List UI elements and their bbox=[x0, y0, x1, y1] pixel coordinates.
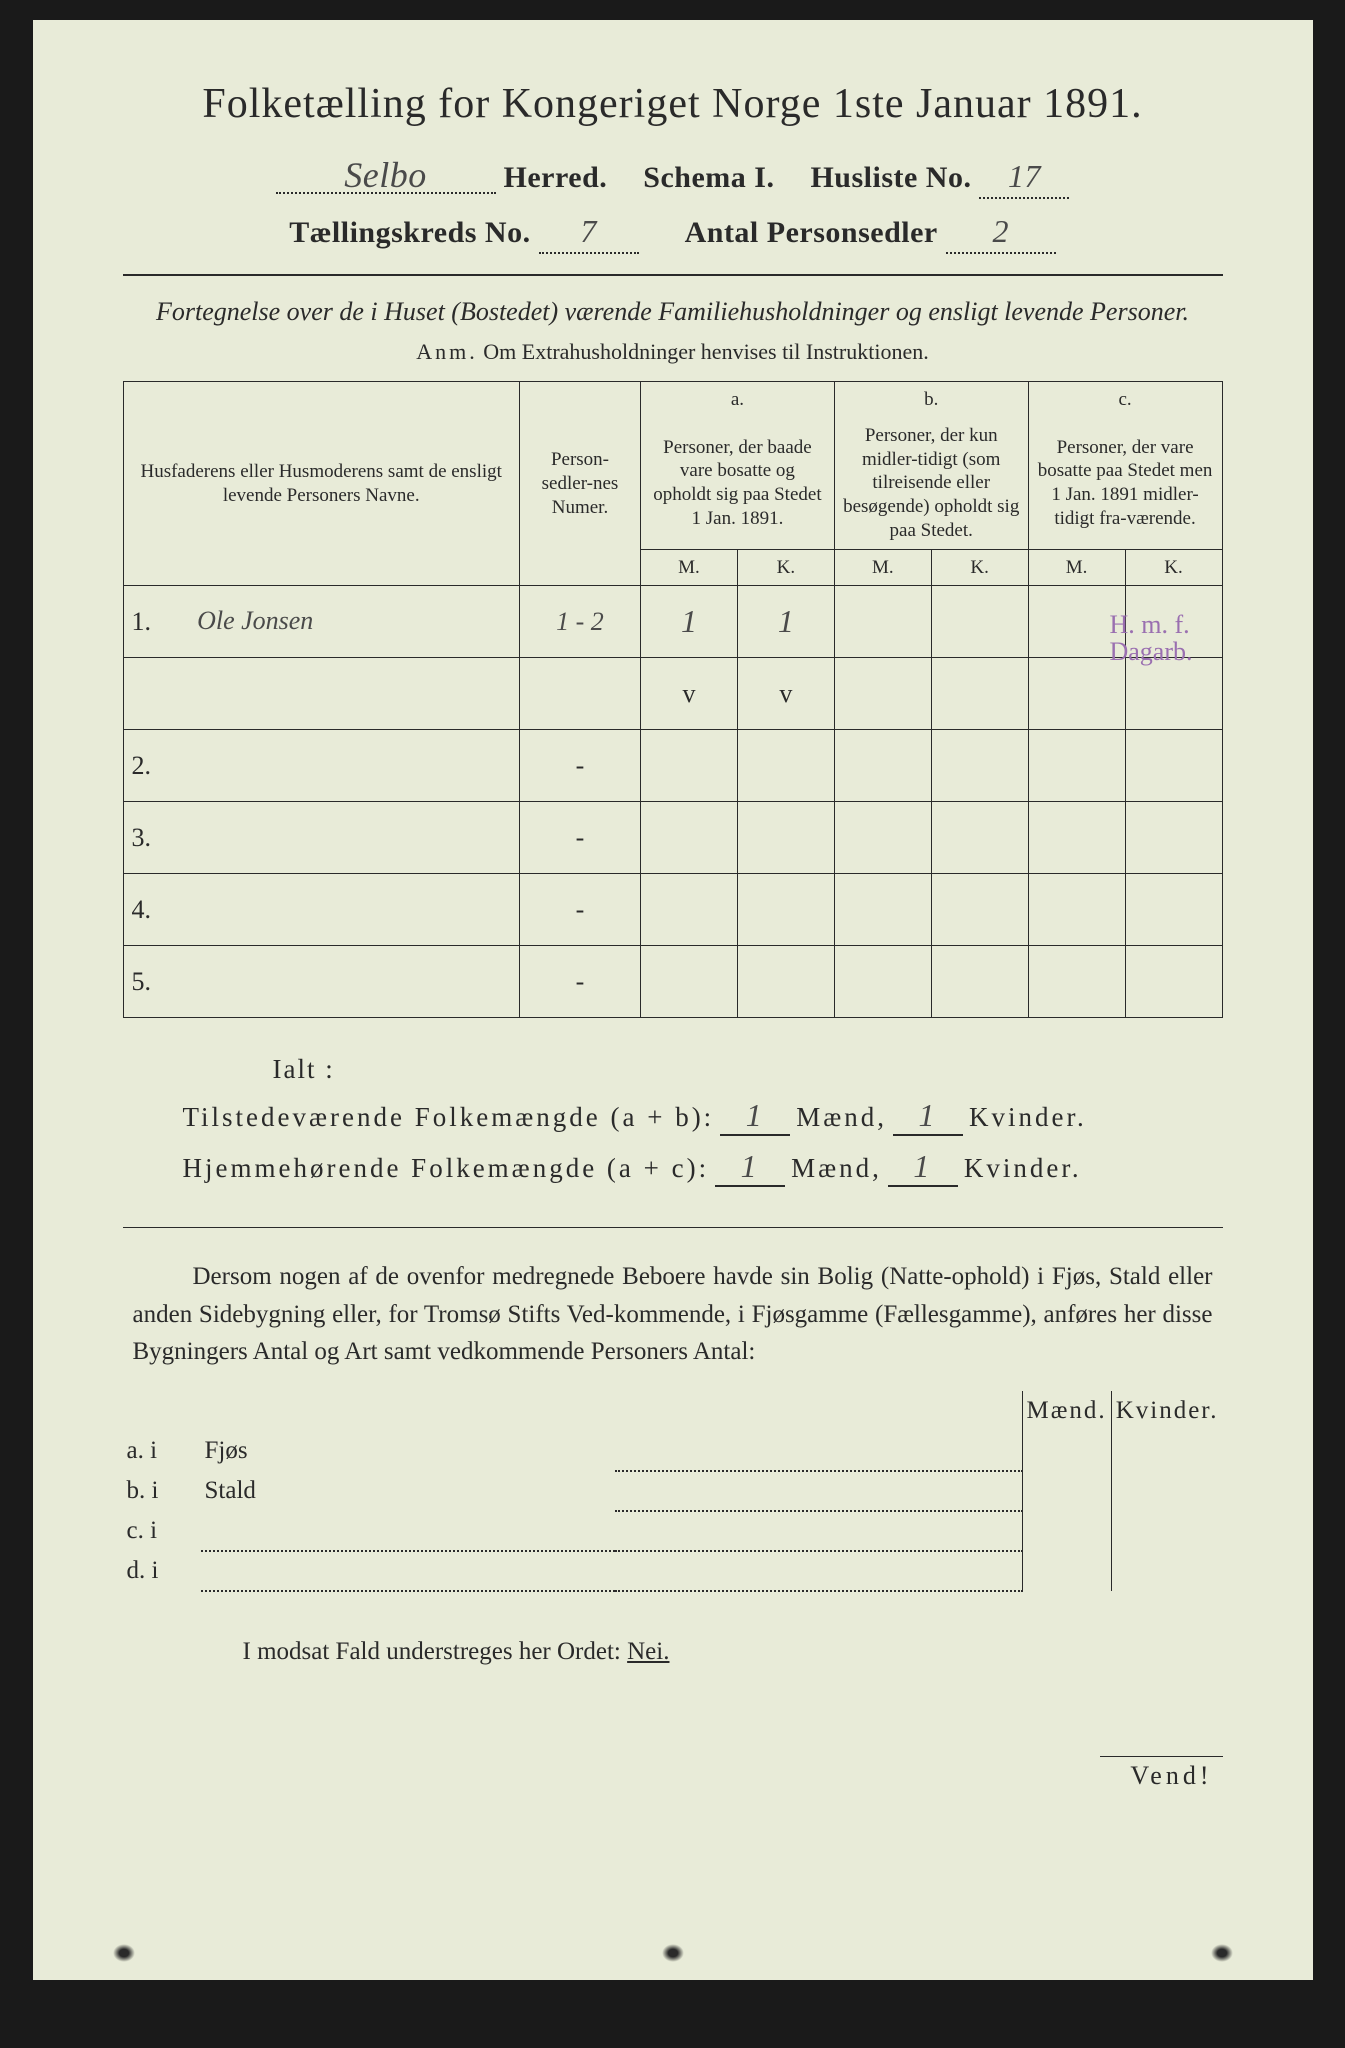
nei-line: I modsat Fald understreges her Ordet: Ne… bbox=[243, 1638, 1223, 1666]
sum-line-1: Tilstedeværende Folkemængde (a + b): 1 M… bbox=[183, 1097, 1223, 1136]
sedler-label: Antal Personsedler bbox=[685, 216, 938, 250]
sum-line-2: Hjemmehørende Folkemængde (a + c): 1 Mæn… bbox=[183, 1148, 1223, 1187]
margin-note: H. m. f. Dagarb. bbox=[1109, 611, 1192, 666]
building-paragraph: Dersom nogen af de ovenfor medregnede Be… bbox=[133, 1258, 1213, 1371]
sedler-value: 2 bbox=[946, 213, 1056, 254]
census-form-page: Folketælling for Kongeriget Norge 1ste J… bbox=[33, 20, 1313, 1980]
bt-head-m: Mænd. bbox=[1022, 1391, 1111, 1431]
kreds-label: Tællingskreds No. bbox=[289, 216, 530, 250]
sum2-m: 1 bbox=[715, 1148, 785, 1187]
table-row: 4. - bbox=[123, 874, 1222, 946]
anm-line: Anm. Om Extrahusholdninger henvises til … bbox=[123, 339, 1223, 365]
vend-label: Vend! bbox=[1100, 1756, 1222, 1791]
row-idx: 1. bbox=[123, 586, 189, 658]
th-a: Personer, der baade vare bosatte og opho… bbox=[641, 418, 835, 549]
sum1-m: 1 bbox=[720, 1097, 790, 1136]
sum2-k: 1 bbox=[888, 1148, 958, 1187]
table-wrapper: H. m. f. Dagarb. Husfaderens eller Husmo… bbox=[123, 381, 1223, 1018]
row-name: Ole Jonsen bbox=[189, 586, 519, 658]
divider bbox=[123, 274, 1223, 276]
sum2-label: Hjemmehørende Folkemængde (a + c): bbox=[183, 1153, 710, 1184]
husliste-label: Husliste No. bbox=[810, 161, 971, 195]
table-row: 1. Ole Jonsen 1 - 2 1 1 bbox=[123, 586, 1222, 658]
cell-a-k: 1 bbox=[737, 586, 834, 658]
bt-head-k: Kvinder. bbox=[1111, 1391, 1222, 1431]
nei-word: Nei. bbox=[627, 1638, 669, 1665]
building-table: Mænd. Kvinder. a. i Fjøs b. i Stald c. i… bbox=[123, 1391, 1223, 1592]
page-title: Folketælling for Kongeriget Norge 1ste J… bbox=[123, 80, 1223, 128]
table-row: 3. - bbox=[123, 802, 1222, 874]
build-row: d. i bbox=[123, 1551, 1223, 1591]
header-line-2: Tællingskreds No. 7 Antal Personsedler 2 bbox=[123, 213, 1223, 254]
th-c-top: c. bbox=[1028, 382, 1222, 418]
header-line-1: Selbo Herred. Schema I. Husliste No. 17 bbox=[123, 158, 1223, 199]
th-c-m: M. bbox=[1028, 549, 1125, 586]
th-num: Person-sedler-nes Numer. bbox=[519, 382, 640, 586]
cell-a-m: 1 bbox=[641, 586, 738, 658]
th-b: Personer, der kun midler-tidigt (som til… bbox=[834, 418, 1028, 549]
divider bbox=[123, 1227, 1223, 1228]
anm-prefix: Anm. bbox=[416, 339, 478, 364]
table-row-tick: v v bbox=[123, 658, 1222, 730]
husliste-value: 17 bbox=[979, 158, 1069, 199]
herred-value: Selbo bbox=[276, 161, 496, 194]
build-row: b. i Stald bbox=[123, 1471, 1223, 1511]
anm-text: Om Extrahusholdninger henvises til Instr… bbox=[483, 339, 928, 364]
th-c-k: K. bbox=[1125, 549, 1222, 586]
punch-hole-icon bbox=[1211, 1944, 1233, 1962]
census-table: Husfaderens eller Husmoderens samt de en… bbox=[123, 381, 1223, 1018]
punch-hole-icon bbox=[662, 1944, 684, 1962]
kreds-value: 7 bbox=[539, 213, 639, 254]
subtitle: Fortegnelse over de i Huset (Bostedet) v… bbox=[123, 294, 1223, 329]
sum1-k: 1 bbox=[893, 1097, 963, 1136]
schema-label: Schema I. bbox=[643, 161, 774, 195]
build-row: a. i Fjøs bbox=[123, 1431, 1223, 1471]
th-c: Personer, der vare bosatte paa Stedet me… bbox=[1028, 418, 1222, 549]
row-num: 1 - 2 bbox=[519, 586, 640, 658]
sum1-label: Tilstedeværende Folkemængde (a + b): bbox=[183, 1102, 715, 1133]
cell-b-k bbox=[931, 586, 1028, 658]
th-a-k: K. bbox=[737, 549, 834, 586]
cell-b-m bbox=[834, 586, 931, 658]
ialt-label: Ialt : bbox=[273, 1054, 1223, 1085]
table-row: 2. - bbox=[123, 730, 1222, 802]
th-b-top: b. bbox=[834, 382, 1028, 418]
th-b-m: M. bbox=[834, 549, 931, 586]
herred-label: Herred. bbox=[504, 161, 608, 195]
th-name: Husfaderens eller Husmoderens samt de en… bbox=[123, 382, 519, 586]
table-row: 5. - bbox=[123, 946, 1222, 1018]
th-a-m: M. bbox=[641, 549, 738, 586]
build-row: c. i bbox=[123, 1511, 1223, 1551]
th-b-k: K. bbox=[931, 549, 1028, 586]
punch-hole-icon bbox=[113, 1944, 135, 1962]
th-a-top: a. bbox=[641, 382, 835, 418]
